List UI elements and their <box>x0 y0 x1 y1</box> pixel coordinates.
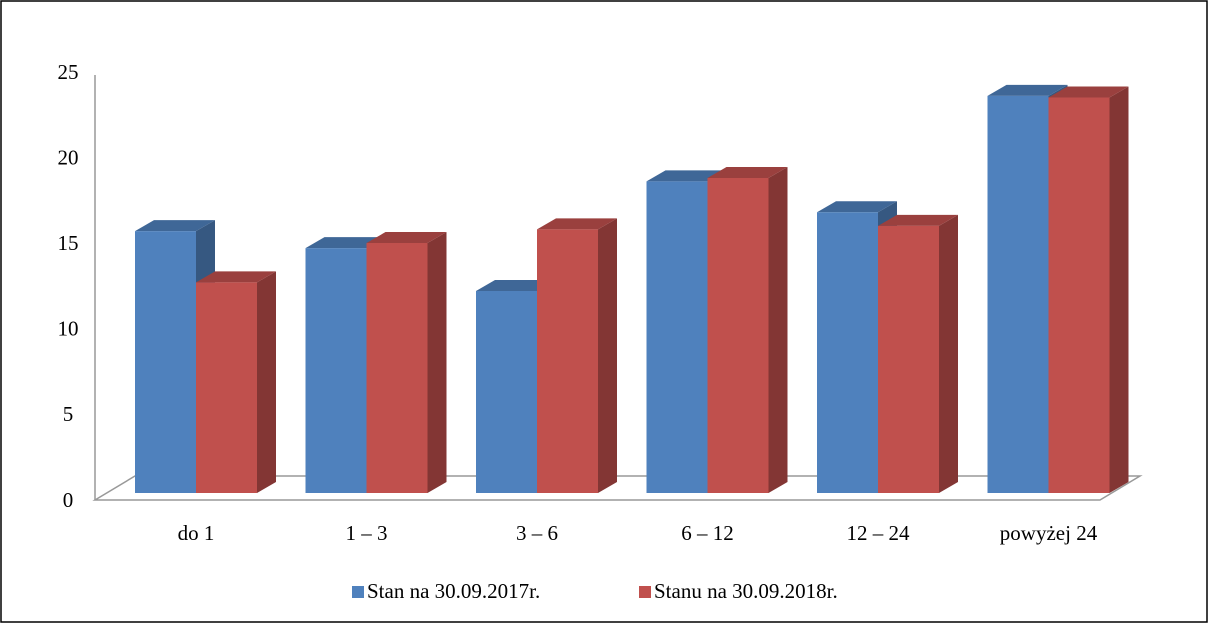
bar-top <box>135 220 215 232</box>
legend-swatch <box>639 586 651 598</box>
bar-top <box>537 218 617 230</box>
bar-top <box>878 214 958 226</box>
y-tick-label: 15 <box>58 231 79 255</box>
bar-side <box>427 232 447 493</box>
bar-front <box>987 95 1049 493</box>
y-tick-label: 5 <box>63 402 74 426</box>
bar <box>707 166 788 493</box>
bar-front <box>196 282 257 493</box>
legend-swatch <box>352 586 364 598</box>
bar-side <box>768 166 788 493</box>
y-tick-label: 10 <box>58 317 79 341</box>
y-tick-label: 20 <box>58 145 79 169</box>
bar <box>366 232 447 493</box>
x-tick-label: 3 – 6 <box>516 521 558 545</box>
bar <box>196 271 276 493</box>
bar-front <box>878 225 939 494</box>
floor <box>92 475 1143 501</box>
bar-front <box>817 212 878 493</box>
bar <box>1048 86 1129 493</box>
bar <box>537 218 617 494</box>
legend-label: Stan na 30.09.2017r. <box>367 579 540 603</box>
bar-front <box>1048 97 1110 493</box>
bar-front <box>305 248 367 493</box>
bar-side <box>1109 86 1129 493</box>
bar-top <box>817 201 897 213</box>
bar-front <box>537 229 598 494</box>
bar-side <box>598 218 617 494</box>
bar-top <box>987 84 1068 96</box>
bar-side <box>257 271 276 493</box>
legend-label: Stanu na 30.09.2018r. <box>654 579 838 603</box>
bar-front <box>366 243 428 493</box>
x-tick-label: do 1 <box>178 521 215 545</box>
y-tick-label: 0 <box>63 488 74 512</box>
x-tick-label: 6 – 12 <box>681 521 734 545</box>
bar-top <box>305 237 386 249</box>
bar-top <box>196 271 276 283</box>
bar-front <box>646 181 708 493</box>
bar-top <box>366 232 447 244</box>
y-tick-label: 25 <box>58 60 79 84</box>
x-tick-label: 12 – 24 <box>847 521 911 545</box>
x-tick-label: powyżej 24 <box>1000 521 1098 545</box>
bar-front <box>476 290 537 493</box>
bar-front <box>135 231 196 493</box>
bar-top <box>476 279 556 291</box>
bar-front <box>707 177 769 493</box>
bar-top <box>707 166 788 178</box>
bar <box>878 214 958 494</box>
x-tick-label: 1 – 3 <box>346 521 388 545</box>
bar-side <box>939 214 958 494</box>
bar-top <box>646 170 727 182</box>
bar-top <box>1048 86 1129 98</box>
